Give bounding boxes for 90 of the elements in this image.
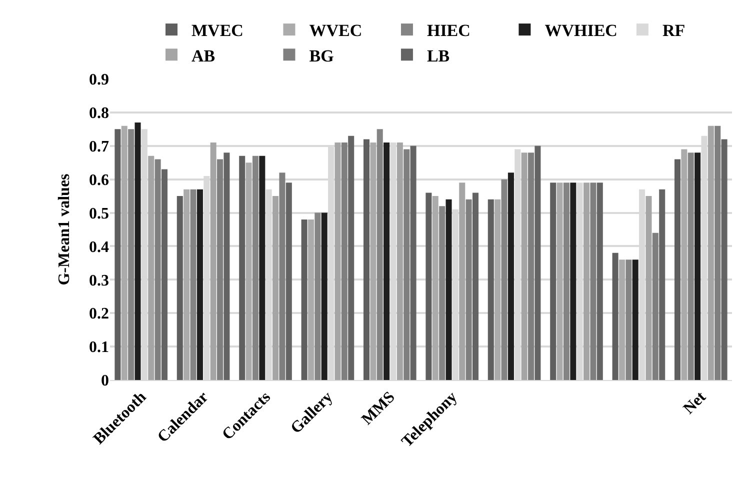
bar bbox=[154, 159, 161, 380]
bar bbox=[563, 182, 570, 380]
bar bbox=[196, 189, 203, 380]
bar bbox=[334, 142, 341, 380]
bar bbox=[694, 152, 701, 380]
bar bbox=[308, 219, 314, 380]
bar bbox=[570, 182, 576, 380]
y-tick-label: 0.3 bbox=[89, 272, 109, 290]
bar bbox=[348, 136, 354, 380]
bar bbox=[217, 159, 224, 380]
bar bbox=[384, 142, 390, 380]
bar bbox=[426, 192, 432, 380]
bar bbox=[721, 139, 728, 380]
bar bbox=[432, 196, 438, 380]
bar bbox=[363, 139, 370, 380]
y-axis-title: G-Mean1 values bbox=[56, 174, 73, 286]
bar bbox=[279, 172, 286, 380]
bar bbox=[439, 206, 446, 380]
bar bbox=[501, 179, 508, 380]
y-tick-label: 0.6 bbox=[89, 172, 109, 189]
bar bbox=[252, 156, 258, 380]
bar bbox=[466, 199, 472, 380]
bar bbox=[301, 219, 308, 380]
bar bbox=[176, 196, 183, 380]
bar bbox=[404, 149, 410, 380]
bar bbox=[494, 199, 501, 380]
bar bbox=[472, 192, 479, 380]
bar bbox=[618, 260, 625, 380]
bar bbox=[596, 182, 603, 380]
bar bbox=[396, 142, 403, 380]
bar bbox=[508, 172, 514, 380]
bar bbox=[681, 149, 688, 380]
bar bbox=[224, 152, 230, 380]
bar bbox=[121, 126, 128, 380]
legend-label: WVHIEC bbox=[544, 21, 618, 40]
x-tick-label: Net bbox=[680, 388, 710, 418]
bar bbox=[272, 196, 279, 380]
bar bbox=[321, 212, 328, 380]
bar bbox=[259, 156, 266, 380]
bar bbox=[161, 169, 168, 380]
bar bbox=[646, 196, 652, 380]
bar bbox=[190, 189, 196, 380]
legend-label: WVEC bbox=[309, 21, 362, 40]
bar bbox=[148, 156, 154, 380]
y-tick-label: 0.5 bbox=[89, 205, 109, 222]
y-tick-label: 0.8 bbox=[89, 105, 109, 122]
bar bbox=[528, 152, 534, 380]
y-tick-label: 0.1 bbox=[89, 339, 109, 356]
legend-label: MVEC bbox=[192, 21, 244, 40]
bar bbox=[674, 159, 681, 380]
bar bbox=[708, 126, 714, 380]
bar bbox=[376, 129, 383, 380]
bar bbox=[459, 182, 466, 380]
legend-label: AB bbox=[192, 46, 216, 66]
bar bbox=[446, 199, 452, 380]
bar bbox=[714, 126, 721, 380]
bar bbox=[246, 162, 252, 380]
bar bbox=[210, 142, 216, 380]
bar bbox=[521, 152, 528, 380]
bar bbox=[590, 182, 596, 380]
y-tick-label: 0.7 bbox=[89, 138, 109, 156]
bar bbox=[341, 142, 348, 380]
bar bbox=[370, 142, 376, 380]
legend-label: LB bbox=[426, 46, 450, 66]
bar bbox=[659, 189, 666, 380]
y-tick-label: 0 bbox=[101, 372, 109, 390]
y-tick-label: 0.9 bbox=[89, 72, 109, 89]
bar bbox=[410, 146, 416, 380]
bar bbox=[134, 122, 141, 380]
bar bbox=[688, 152, 694, 380]
bar bbox=[286, 182, 292, 380]
bar bbox=[550, 182, 556, 380]
bar bbox=[534, 146, 541, 380]
y-tick-label: 0.2 bbox=[89, 306, 109, 323]
bar bbox=[314, 212, 321, 380]
y-tick-label: 0.4 bbox=[89, 238, 109, 256]
bar bbox=[239, 156, 246, 380]
bar bbox=[626, 260, 632, 380]
bar bbox=[114, 129, 121, 380]
legend-label: RF bbox=[662, 21, 686, 40]
bar bbox=[488, 199, 494, 380]
bar bbox=[612, 252, 618, 380]
bar bbox=[652, 232, 658, 380]
legend-label: HIEC bbox=[426, 21, 470, 40]
bar bbox=[128, 129, 134, 380]
legend-label: BG bbox=[309, 46, 334, 66]
bar bbox=[184, 189, 190, 380]
bar bbox=[632, 260, 638, 380]
bar bbox=[584, 182, 590, 380]
bar bbox=[556, 182, 563, 380]
